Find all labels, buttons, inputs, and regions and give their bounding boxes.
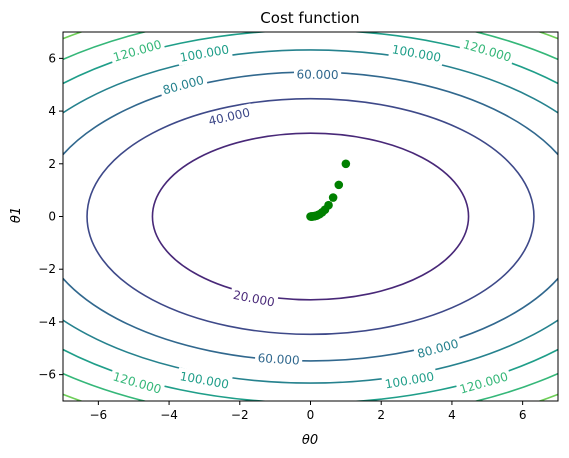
y-tick-label: −4 bbox=[38, 315, 56, 329]
contour-label-gap bbox=[176, 40, 233, 66]
contour-label: 100.000 bbox=[179, 369, 230, 392]
y-tick-label: 0 bbox=[48, 210, 56, 224]
contour-label: 60.000 bbox=[296, 67, 338, 82]
contour-label: 100.000 bbox=[391, 42, 442, 65]
contour-line-20 bbox=[151, 132, 470, 301]
contour-label-gap bbox=[108, 367, 166, 398]
contour-label-group: 100.000 bbox=[381, 367, 438, 393]
contour-label: 120.000 bbox=[111, 369, 163, 396]
x-tick-label: 6 bbox=[519, 408, 527, 422]
contour-label-group: 80.000 bbox=[158, 70, 209, 99]
contour-label-gap bbox=[254, 349, 303, 369]
contour-label: 40.000 bbox=[207, 105, 251, 128]
contour-line-140 bbox=[63, 32, 558, 401]
contour-label: 60.000 bbox=[257, 351, 300, 368]
contour-label-group: 100.000 bbox=[388, 40, 445, 66]
contour-label: 120.000 bbox=[461, 37, 513, 65]
x-tick-label: 4 bbox=[448, 408, 456, 422]
x-tick-label: −2 bbox=[231, 408, 249, 422]
contour-label-gap bbox=[388, 40, 445, 66]
chart-title: Cost function bbox=[260, 9, 359, 27]
y-tick-label: −6 bbox=[38, 368, 56, 382]
contour-label-group: 20.000 bbox=[229, 285, 279, 311]
contour-label: 120.000 bbox=[112, 37, 164, 64]
contour-label-gap bbox=[293, 65, 342, 83]
y-tick-label: 4 bbox=[48, 104, 56, 118]
contour-label-group: 100.000 bbox=[176, 40, 233, 66]
y-tick-label: −2 bbox=[38, 262, 56, 276]
contour-label-gap bbox=[458, 35, 516, 66]
contour-label-gap bbox=[455, 367, 513, 398]
contour-label-gap bbox=[108, 35, 166, 66]
contour-line-80 bbox=[63, 49, 558, 384]
contour-label-gap bbox=[412, 334, 463, 363]
x-tick-label: −4 bbox=[160, 408, 178, 422]
x-tick-label: 0 bbox=[307, 408, 315, 422]
contour-line-100 bbox=[63, 32, 558, 401]
y-tick-label: 2 bbox=[48, 157, 56, 171]
contour-label-group: 80.000 bbox=[412, 334, 463, 363]
scatter-point bbox=[341, 159, 351, 169]
contour-label: 100.000 bbox=[179, 42, 230, 65]
x-axis-label: θ0 bbox=[302, 433, 318, 448]
y-axis-label: θ1 bbox=[9, 207, 24, 223]
contour-label-group: 100.000 bbox=[176, 367, 233, 393]
contour-label-gap bbox=[176, 367, 233, 393]
contour-label: 100.000 bbox=[384, 369, 435, 391]
contour-label-group: 60.000 bbox=[293, 65, 342, 83]
x-tick-label: 2 bbox=[377, 408, 385, 422]
x-tick-label: −6 bbox=[90, 408, 108, 422]
contour-label-gap bbox=[158, 70, 209, 99]
contour-label-gap bbox=[204, 103, 254, 130]
contour-label-group: 60.000 bbox=[254, 349, 303, 369]
contour-label-gap bbox=[229, 285, 279, 311]
contour-label-gap bbox=[381, 367, 438, 393]
scatter-point bbox=[306, 212, 315, 221]
y-tick-label: 6 bbox=[48, 51, 56, 65]
contour-line-60 bbox=[63, 71, 558, 362]
scatter-point bbox=[334, 180, 344, 190]
scatter-point bbox=[328, 193, 338, 202]
contour-label: 120.000 bbox=[458, 369, 510, 396]
contour-line-40 bbox=[86, 97, 535, 336]
